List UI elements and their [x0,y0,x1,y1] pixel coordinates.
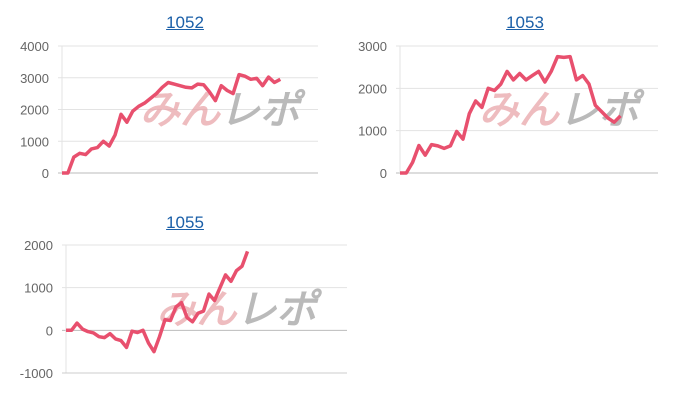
series-line [62,72,282,175]
chart-title-1052[interactable]: 1052 [166,13,204,32]
y-tick-label: 2000 [358,81,387,96]
y-tick-label: 1000 [20,134,49,149]
y-tick-label: 2000 [20,103,49,118]
chart-1055: 2000 1000 0 -1000 みん レポ [20,238,347,381]
y-tick-label: -1000 [20,366,53,381]
watermark-logo: レポ [220,88,306,134]
y-tick-label: 4000 [20,39,49,54]
y-tick-label: 1000 [358,124,387,139]
y-tick-label: 3000 [358,39,387,54]
y-tick-label: 0 [380,166,387,181]
y-tick-label: 2000 [24,238,53,253]
series-line [66,250,250,354]
y-tick-label: 1000 [24,281,53,296]
watermark-logo: みん [479,88,561,134]
chart-title-1055[interactable]: 1055 [166,213,204,232]
y-tick-label: 0 [46,323,53,338]
y-tick-label: 0 [42,166,49,181]
series-line [400,54,622,175]
y-tick-label: 3000 [20,71,49,86]
chart-title-1053[interactable]: 1053 [506,13,544,32]
watermark-logo: レポ [237,287,323,333]
watermark-logo: みん [157,287,239,333]
